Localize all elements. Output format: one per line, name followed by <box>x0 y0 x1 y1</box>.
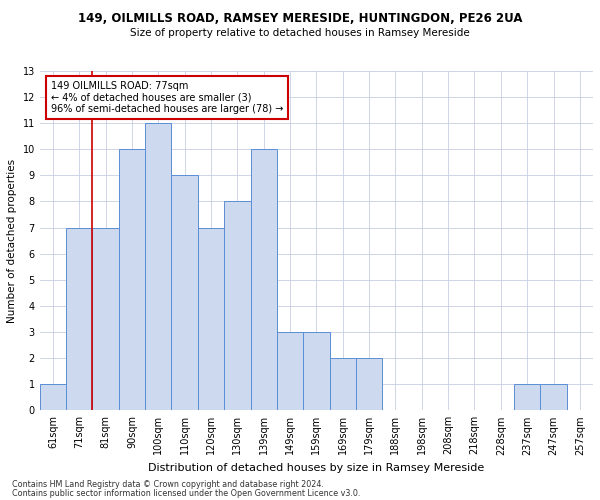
Bar <box>172 176 198 410</box>
Bar <box>356 358 382 410</box>
Text: Size of property relative to detached houses in Ramsey Mereside: Size of property relative to detached ho… <box>130 28 470 38</box>
Bar <box>541 384 567 410</box>
Bar <box>66 228 92 410</box>
Text: 149 OILMILLS ROAD: 77sqm
← 4% of detached houses are smaller (3)
96% of semi-det: 149 OILMILLS ROAD: 77sqm ← 4% of detache… <box>51 81 283 114</box>
Y-axis label: Number of detached properties: Number of detached properties <box>7 158 17 322</box>
Text: 149, OILMILLS ROAD, RAMSEY MERESIDE, HUNTINGDON, PE26 2UA: 149, OILMILLS ROAD, RAMSEY MERESIDE, HUN… <box>78 12 522 26</box>
Bar <box>277 332 303 410</box>
Bar <box>329 358 356 410</box>
Text: Contains HM Land Registry data © Crown copyright and database right 2024.: Contains HM Land Registry data © Crown c… <box>12 480 324 489</box>
Bar <box>145 123 172 410</box>
Bar <box>303 332 329 410</box>
Bar <box>514 384 541 410</box>
Bar <box>40 384 66 410</box>
Bar <box>92 228 119 410</box>
Bar <box>224 202 251 410</box>
Text: Contains public sector information licensed under the Open Government Licence v3: Contains public sector information licen… <box>12 488 361 498</box>
Bar <box>119 150 145 410</box>
X-axis label: Distribution of detached houses by size in Ramsey Mereside: Distribution of detached houses by size … <box>148 463 485 473</box>
Bar <box>251 150 277 410</box>
Bar <box>198 228 224 410</box>
